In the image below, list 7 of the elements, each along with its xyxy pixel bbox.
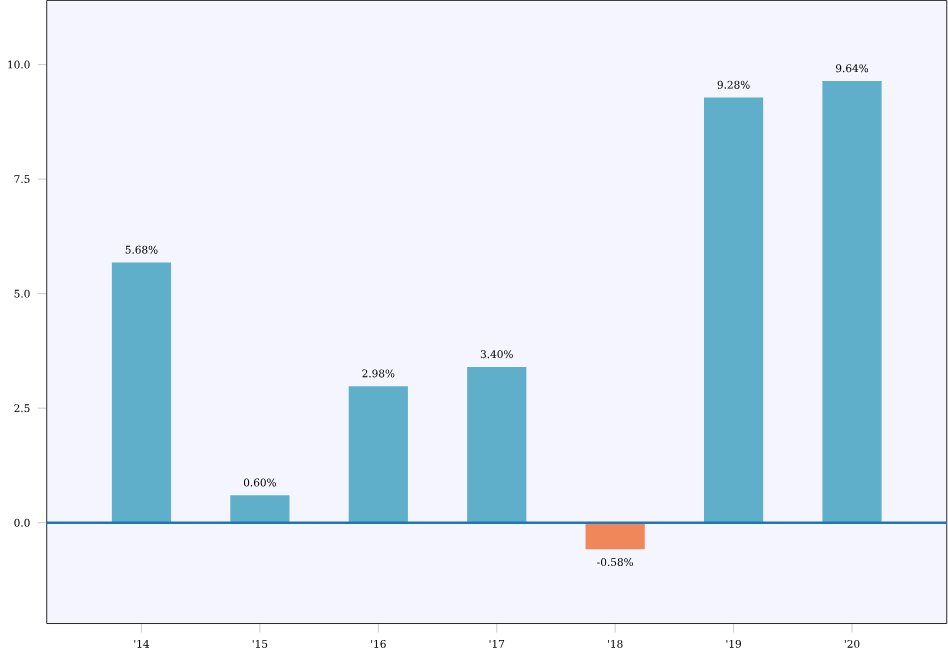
bar — [467, 366, 527, 523]
bar — [348, 385, 408, 523]
bar — [703, 97, 764, 523]
bar — [585, 522, 645, 549]
bar — [230, 494, 290, 523]
bar — [111, 262, 172, 523]
bar — [822, 80, 882, 523]
